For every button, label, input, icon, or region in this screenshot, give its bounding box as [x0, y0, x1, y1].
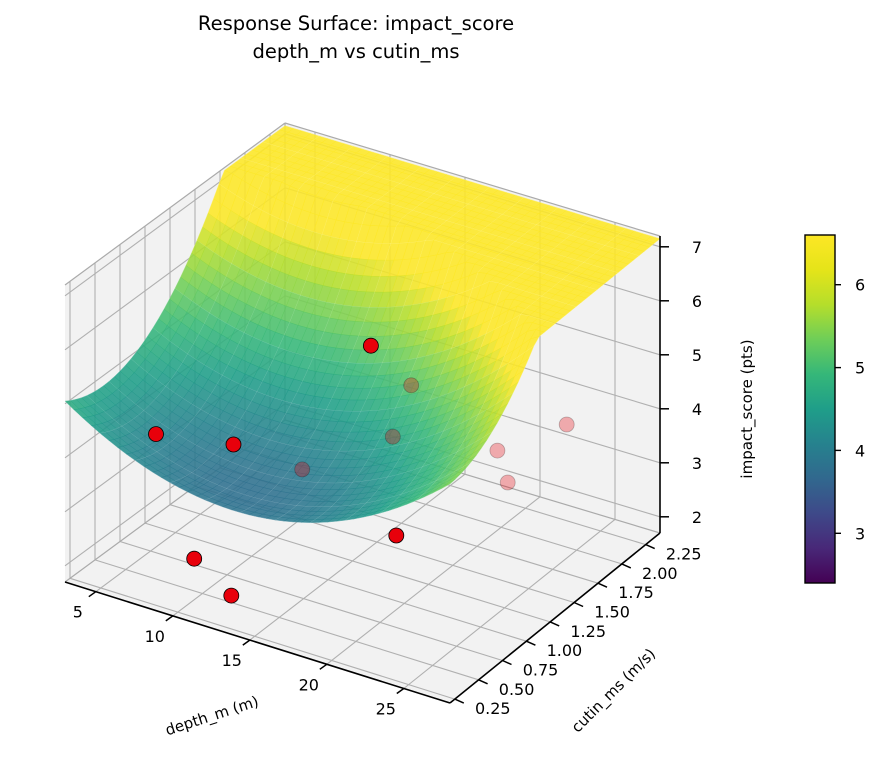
scatter-point	[388, 527, 405, 544]
scatter-points-front	[148, 337, 405, 604]
z-tick-label: 6	[692, 292, 702, 311]
colorbar: 3 4 5 6 impact_score (pts)	[738, 234, 865, 584]
z-tick-label: 2	[692, 508, 702, 527]
x-tick-label: 25	[376, 700, 396, 719]
z-tick-label: 5	[692, 346, 702, 365]
y-tick-label: 0.25	[475, 699, 511, 718]
plot-title-line2: depth_m vs cutin_ms	[252, 40, 459, 63]
colorbar-tick-label: 3	[855, 524, 865, 543]
scatter-point	[499, 474, 516, 491]
scatter-points-behind	[294, 377, 575, 491]
scatter-point	[403, 377, 420, 394]
z-tick-label: 3	[692, 454, 702, 473]
x-tick-label: 5	[73, 603, 83, 622]
axis-spines	[64, 236, 661, 704]
scatter-point	[489, 442, 506, 459]
scatter-point	[148, 426, 164, 443]
scatter-point	[225, 436, 242, 453]
plot-title-line1: Response Surface: impact_score	[198, 12, 514, 35]
scatter-point	[384, 428, 401, 445]
y-tick-label: 1.50	[594, 603, 630, 622]
z-tick-label: 7	[692, 238, 702, 257]
colorbar-tick-label: 4	[855, 441, 865, 460]
scatter-point	[558, 416, 575, 433]
scatter-point	[186, 550, 203, 567]
colorbar-label: impact_score (pts)	[738, 339, 757, 478]
colorbar-tick-label: 5	[855, 359, 865, 378]
colorbar-ticks: 3 4 5 6	[835, 276, 865, 543]
y-tick-label: 1.25	[570, 622, 606, 641]
y-tick-label: 0.50	[499, 680, 535, 699]
axis-ticks	[88, 246, 669, 704]
x-tick-label: 15	[222, 651, 242, 670]
x-tick-label: 20	[299, 675, 319, 694]
x-tick-label: 10	[145, 627, 165, 646]
colorbar-tick-label: 6	[855, 276, 865, 295]
y-tick-label: 2.00	[642, 564, 678, 583]
scatter-point	[294, 461, 311, 478]
y-tick-label: 1.75	[618, 583, 654, 602]
scatter-point	[362, 337, 379, 354]
y-tick-label: 0.75	[523, 661, 559, 680]
y-tick-label: 1.00	[547, 641, 583, 660]
response-surface-mesh	[64, 125, 661, 523]
colorbar-gradient	[804, 234, 836, 584]
y-tick-label: 2.25	[666, 545, 702, 564]
z-tick-label: 4	[692, 400, 702, 419]
scatter-point	[223, 587, 240, 604]
